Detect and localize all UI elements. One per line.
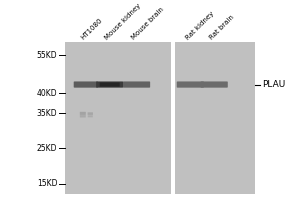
FancyBboxPatch shape <box>100 82 120 87</box>
FancyBboxPatch shape <box>96 81 123 88</box>
Text: Rat brain: Rat brain <box>208 14 235 41</box>
FancyBboxPatch shape <box>80 115 86 118</box>
Text: Mouse brain: Mouse brain <box>131 6 165 41</box>
Text: 15KD: 15KD <box>37 179 57 188</box>
FancyBboxPatch shape <box>123 81 150 88</box>
FancyBboxPatch shape <box>88 112 93 115</box>
FancyBboxPatch shape <box>201 81 228 88</box>
FancyBboxPatch shape <box>177 81 204 88</box>
Text: HT1080: HT1080 <box>80 17 104 41</box>
Text: 40KD: 40KD <box>37 89 57 98</box>
Text: 25KD: 25KD <box>37 144 57 153</box>
Text: Rat kidney: Rat kidney <box>184 10 215 41</box>
FancyBboxPatch shape <box>80 112 86 115</box>
FancyBboxPatch shape <box>74 81 98 88</box>
Text: PLAU: PLAU <box>262 80 285 89</box>
Text: 55KD: 55KD <box>37 51 57 60</box>
Bar <box>176 42 254 194</box>
FancyBboxPatch shape <box>88 115 93 117</box>
Text: 35KD: 35KD <box>37 109 57 118</box>
Text: Mouse kidney: Mouse kidney <box>104 2 142 41</box>
Bar <box>65 42 171 194</box>
